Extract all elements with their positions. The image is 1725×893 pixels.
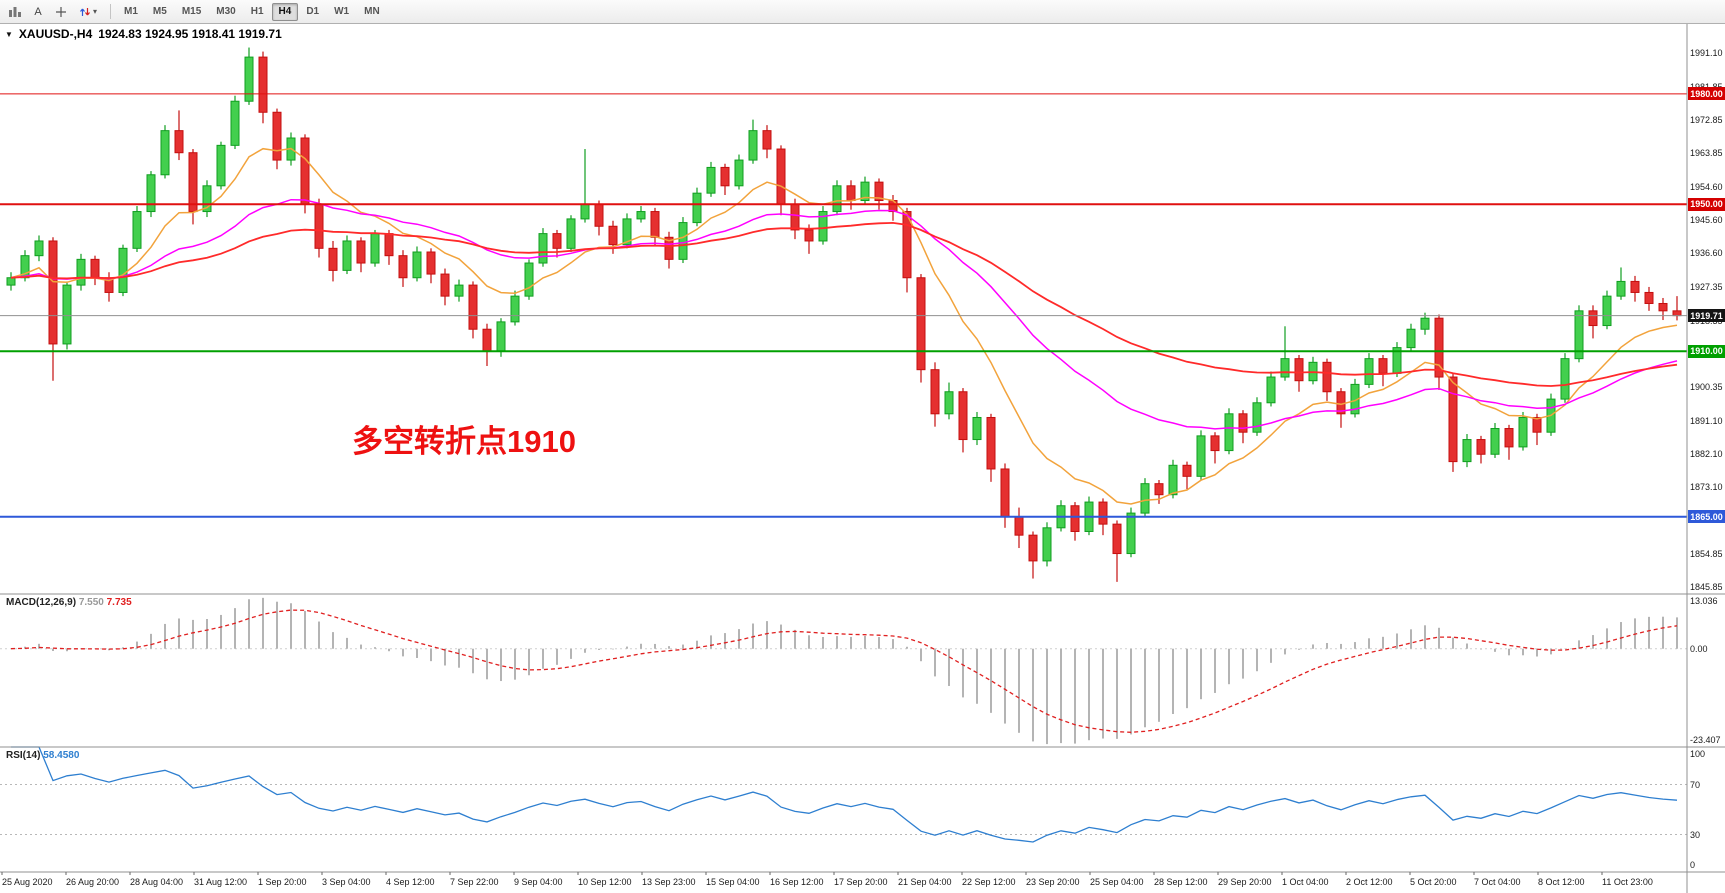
time-axis-label: 28 Aug 04:00 (130, 877, 184, 887)
timeframe-button-h1[interactable]: H1 (250, 5, 264, 17)
time-axis-label: 16 Sep 12:00 (770, 877, 824, 887)
chevron-down-icon: ▾ (92, 7, 97, 16)
candles-layer (6, 47, 1682, 582)
timeframe-button-mn[interactable]: MN (364, 5, 380, 17)
timeframe-button-m5[interactable]: M5 (152, 5, 167, 17)
price-badge-1980.00: 1980.00 (1688, 87, 1725, 101)
rsi-axis-label: 100 (1690, 749, 1706, 759)
time-axis-label: 2 Oct 12:00 (1346, 877, 1393, 887)
time-axis-label: 25 Aug 2020 (2, 877, 53, 887)
time-axis-label: 23 Sep 20:00 (1026, 877, 1080, 887)
timeframe-button-w1[interactable]: W1 (334, 5, 350, 17)
price-badge-1950.00: 1950.00 (1688, 197, 1725, 211)
ohlc-values: 1924.83 1924.95 1918.41 1919.71 (98, 27, 282, 41)
time-axis-label: 13 Sep 23:00 (642, 877, 696, 887)
time-axis-label: 1 Oct 04:00 (1282, 877, 1329, 887)
macd-signal-value: 7.735 (106, 597, 132, 608)
time-axis-label: 3 Sep 04:00 (322, 877, 371, 887)
indicator-level-lines (0, 648, 1687, 835)
price-badge-1910.00: 1910.00 (1688, 344, 1725, 358)
price-axis-label: 1945.60 (1690, 215, 1723, 226)
timeframe-button-h4[interactable]: H4 (271, 2, 299, 21)
collapse-triangle-icon[interactable]: ▼ (5, 29, 13, 39)
time-axis-label: 31 Aug 12:00 (194, 877, 248, 887)
macd-axis-label: 13.036 (1690, 596, 1718, 606)
time-axis-label: 9 Sep 04:00 (514, 877, 563, 887)
price-axis-label: 1991.10 (1690, 48, 1723, 59)
time-axis-label: 4 Sep 12:00 (386, 877, 435, 887)
rsi-axis-label: 30 (1690, 829, 1701, 840)
timeframe-group: M1 M5 M15 M30 H1 H4 D1 W1 MN (117, 2, 388, 21)
price-axis-label: 1882.10 (1690, 448, 1723, 459)
crosshair-tool-button[interactable] (50, 2, 72, 21)
timeframe-button-d1[interactable]: D1 (306, 5, 320, 17)
time-axis-label: 7 Sep 22:00 (450, 877, 499, 887)
time-axis-label: 26 Aug 20:00 (66, 877, 120, 887)
time-axis-label: 5 Oct 20:00 (1410, 877, 1457, 887)
time-axis-label: 8 Oct 12:00 (1538, 877, 1585, 887)
price-axis-label: 1936.60 (1690, 248, 1723, 259)
time-axis-label: 25 Sep 04:00 (1090, 877, 1144, 887)
horizontal-lines-layer (0, 93, 1687, 518)
chart-title: ▼ XAUUSD-,H4 1924.83 1924.95 1918.41 191… (5, 27, 282, 41)
price-axis-label: 1954.60 (1690, 182, 1723, 193)
bar-chart-icon (9, 6, 21, 17)
macd-layer (10, 597, 1678, 745)
up-down-arrows-icon (80, 7, 90, 16)
macd-axis-label: 0.00 (1690, 643, 1708, 654)
time-axis-label: 1 Sep 20:00 (258, 877, 307, 887)
chart-canvas (0, 24, 1725, 893)
time-axis-label: 28 Sep 12:00 (1154, 877, 1208, 887)
symbol-period-label: XAUUSD-,H4 (18, 27, 93, 41)
time-axis-label: 15 Sep 04:00 (706, 877, 760, 887)
time-axis-label: 17 Sep 20:00 (834, 877, 888, 887)
price-badge-1865.00: 1865.00 (1688, 510, 1725, 524)
rsi-layer (11, 746, 1678, 843)
time-axis-label: 11 Oct 23:00 (1602, 877, 1653, 887)
chart-type-button[interactable] (4, 2, 26, 21)
price-badge-1919.71: 1919.71 (1688, 309, 1725, 323)
price-axis-label: 1845.85 (1690, 582, 1723, 593)
timeframe-button-m30[interactable]: M30 (216, 5, 236, 17)
rsi-value: 58.4580 (43, 750, 80, 761)
macd-main-value: 7.550 (78, 597, 104, 608)
arrows-dropdown-button[interactable]: ▾ (73, 2, 103, 21)
price-axis-label: 1891.10 (1690, 415, 1723, 426)
price-axis-label: 1854.85 (1690, 549, 1723, 560)
rsi-name: RSI(14) (6, 750, 41, 761)
price-axis-label: 1963.85 (1690, 148, 1723, 159)
annotation-text: 多空转折点1910 (352, 424, 576, 459)
price-axis-label: 1900.35 (1690, 381, 1723, 392)
text-tool-label: A (34, 5, 42, 18)
price-axis-label: 1981.85 (1690, 82, 1723, 92)
timeframe-button-m1[interactable]: M1 (124, 5, 138, 17)
macd-axis-label: -23.407 (1690, 735, 1721, 745)
macd-label: MACD(12,26,9) 7.550 7.735 (6, 597, 132, 608)
price-axis-label: 1927.35 (1690, 282, 1723, 293)
time-axis-label: 7 Oct 04:00 (1474, 877, 1521, 887)
time-axis-label: 10 Sep 12:00 (578, 877, 632, 887)
moving-averages-layer (10, 147, 1678, 505)
price-axis-label: 1873.10 (1690, 481, 1723, 492)
text-tool-button[interactable]: A (27, 2, 49, 21)
timeframe-button-m15[interactable]: M15 (181, 5, 202, 17)
macd-name: MACD(12,26,9) (6, 597, 77, 608)
rsi-label: RSI(14) 58.4580 (6, 750, 79, 761)
chart-area[interactable]: ▼ XAUUSD-,H4 1924.83 1924.95 1918.41 191… (0, 24, 1725, 893)
rsi-axis-label: 70 (1690, 779, 1701, 790)
crosshair-icon (56, 6, 66, 17)
time-axis-label: 22 Sep 12:00 (962, 877, 1016, 887)
time-axis-label: 29 Sep 20:00 (1218, 877, 1272, 887)
rsi-axis-label: 0 (1690, 860, 1696, 870)
toolbar: A ▾ M1 M5 M15 M30 H1 H4 D1 W1 MN (0, 0, 1725, 24)
toolbar-separator (110, 4, 111, 19)
price-axis-label: 1972.85 (1690, 115, 1723, 126)
time-axis-label: 21 Sep 04:00 (898, 877, 952, 887)
panel-separators (0, 24, 1725, 893)
